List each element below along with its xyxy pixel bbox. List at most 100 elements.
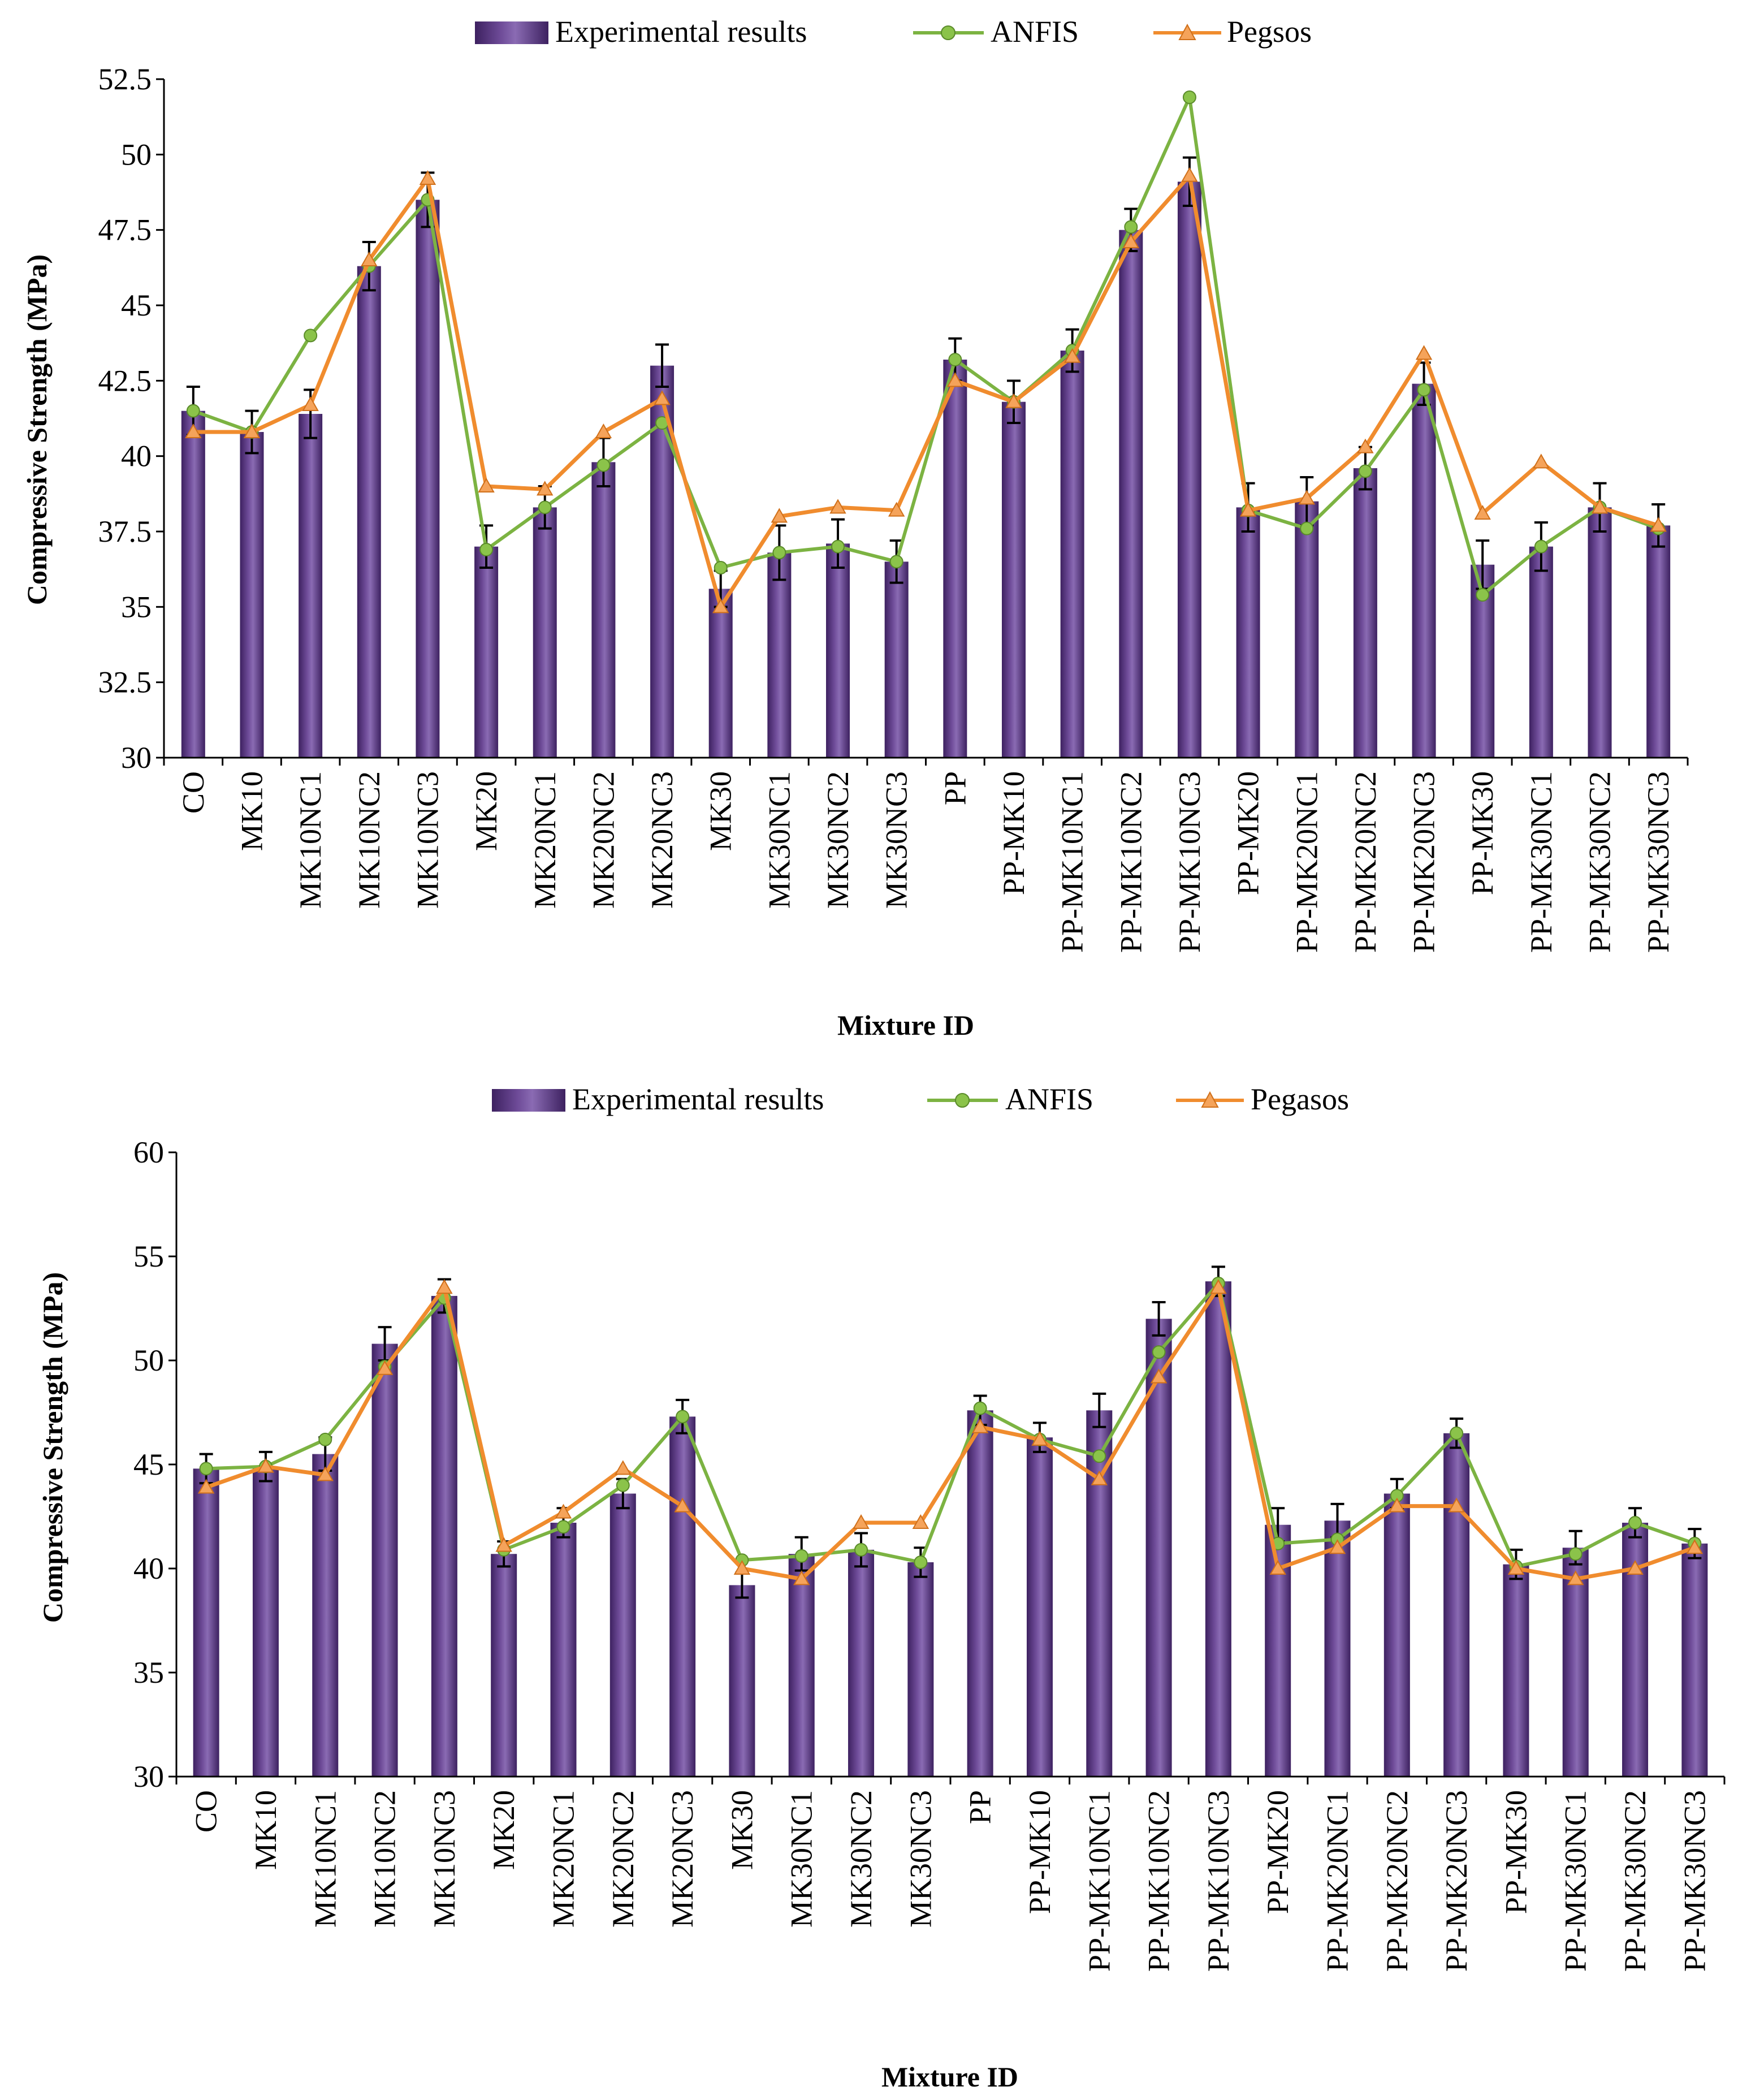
x-tick-label: MK30NC2 (844, 1790, 878, 1928)
anfis-point (318, 1432, 332, 1446)
x-tick-label: PP-MK10NC3 (1173, 771, 1207, 953)
anfis-point (1152, 1345, 1166, 1359)
anfis-point (1358, 464, 1372, 478)
y-tick-label: 55 (133, 1239, 164, 1273)
plot-area-top: 30 32.5 35 37.5 40 42.5 45 47.5 50 52.5 CO MK10 MK10… (98, 62, 1689, 953)
x-tick-label: MK10 (235, 771, 269, 851)
anfis-point (1534, 539, 1548, 554)
x-tick-label: MK20NC3 (665, 1790, 699, 1928)
x-tick-label: PP-MK30NC2 (1583, 771, 1617, 953)
bar (299, 414, 323, 758)
pegasos-point (946, 372, 964, 387)
pegasos-point (1210, 1279, 1227, 1294)
bar (474, 546, 499, 758)
y-tick-label: 40 (121, 439, 152, 473)
pegasos-point (1357, 438, 1374, 453)
pegasos-point (537, 481, 554, 496)
pegasos-point (912, 1514, 929, 1529)
pegasos-point (1329, 1539, 1346, 1554)
bar (669, 1416, 696, 1777)
pegasos-point (1239, 502, 1257, 517)
bar (1383, 1493, 1410, 1777)
anfis-point (948, 353, 962, 366)
bar (1001, 401, 1026, 758)
x-tick-label: MK30NC1 (762, 771, 796, 909)
bar (431, 1295, 457, 1777)
pegasos-point (1181, 167, 1198, 182)
x-tick-label: PP-MK20NC2 (1380, 1790, 1414, 1972)
pegasos-point (853, 1514, 870, 1529)
bar (1353, 468, 1377, 758)
x-tick-label: MK20NC1 (547, 1790, 581, 1928)
x-tick-label: PP (938, 771, 972, 805)
pegasos-point (495, 1537, 512, 1552)
anfis-point (889, 555, 903, 569)
bar (1324, 1520, 1351, 1777)
y-tick-label: 50 (121, 137, 152, 171)
pegasos-point (1448, 1497, 1465, 1513)
anfis-point (1300, 521, 1314, 535)
anfis-line (192, 96, 1659, 597)
pegasos-point (771, 508, 788, 523)
anfis-point (1450, 1426, 1464, 1440)
anfis-point (304, 329, 318, 343)
bar (491, 1554, 517, 1777)
y-tick-label: 35 (133, 1656, 164, 1689)
bar (708, 589, 733, 758)
y-tick-label: 45 (133, 1447, 164, 1481)
y-tick-label: 52.5 (98, 62, 152, 96)
bar (240, 432, 264, 758)
anfis-point (479, 543, 494, 556)
legend-marker-pegasos-2 (1201, 1091, 1219, 1108)
anfis-point (1568, 1547, 1583, 1561)
x-tick-label: MK20NC2 (586, 771, 620, 909)
pegasos-point (615, 1460, 632, 1475)
y-tick-label: 45 (121, 288, 152, 322)
anfis-point (831, 539, 845, 554)
bar (1205, 1281, 1231, 1777)
x-tick-label: CO (176, 771, 210, 814)
x-tick-label: MK30 (704, 771, 738, 851)
x-tick-label: PP-MK30NC3 (1677, 1790, 1711, 1972)
y-axis-title-bottom: Compressive Strength (MPa) (37, 1272, 68, 1623)
bar (533, 507, 557, 758)
bar (1295, 501, 1319, 758)
legend-marker-anfis-2 (955, 1093, 970, 1108)
x-tick-label: PP-MK30NC2 (1618, 1790, 1652, 1972)
bar (943, 360, 967, 758)
y-tick-label: 47.5 (98, 213, 152, 247)
x-tick-label: MK10NC1 (308, 1790, 342, 1928)
x-tick-label: CO (189, 1790, 223, 1833)
bar (193, 1468, 219, 1777)
pegasos-point (376, 1360, 394, 1375)
pegasos-point (436, 1279, 453, 1294)
anfis-point (199, 1462, 213, 1476)
pegasos-point (793, 1570, 810, 1585)
bar (848, 1549, 875, 1777)
x-tick-label: PP-MK10NC3 (1201, 1790, 1235, 1972)
pegasos-point (1091, 1470, 1108, 1485)
pegasos-point (1507, 1559, 1525, 1575)
bar (609, 1493, 636, 1777)
anfis-line (206, 1281, 1696, 1568)
x-tick-label: PP-MK30NC3 (1641, 771, 1675, 953)
x-tick-label: MK30NC1 (785, 1790, 819, 1928)
anfis-point (772, 546, 786, 560)
pegasos-point (1533, 453, 1550, 469)
x-tick-label: MK20 (469, 771, 503, 851)
x-tick-label: MK30NC3 (903, 1790, 937, 1928)
pegasos-point (1686, 1539, 1704, 1554)
anfis-point (1182, 90, 1196, 104)
bar (312, 1454, 339, 1777)
x-tick-label: MK10NC3 (410, 771, 444, 909)
x-tick-label: MK30NC2 (821, 771, 855, 909)
bar (1443, 1433, 1470, 1777)
pegasos-point (1122, 233, 1140, 248)
pegasos-point (478, 477, 495, 492)
anfis-point (538, 500, 552, 515)
anfis-point (186, 404, 200, 418)
anfis-point (676, 1410, 690, 1424)
y-tick-label: 40 (133, 1552, 164, 1585)
chart-bottom: Experimental results ANFIS Pegasos Compr… (37, 1082, 1726, 2093)
